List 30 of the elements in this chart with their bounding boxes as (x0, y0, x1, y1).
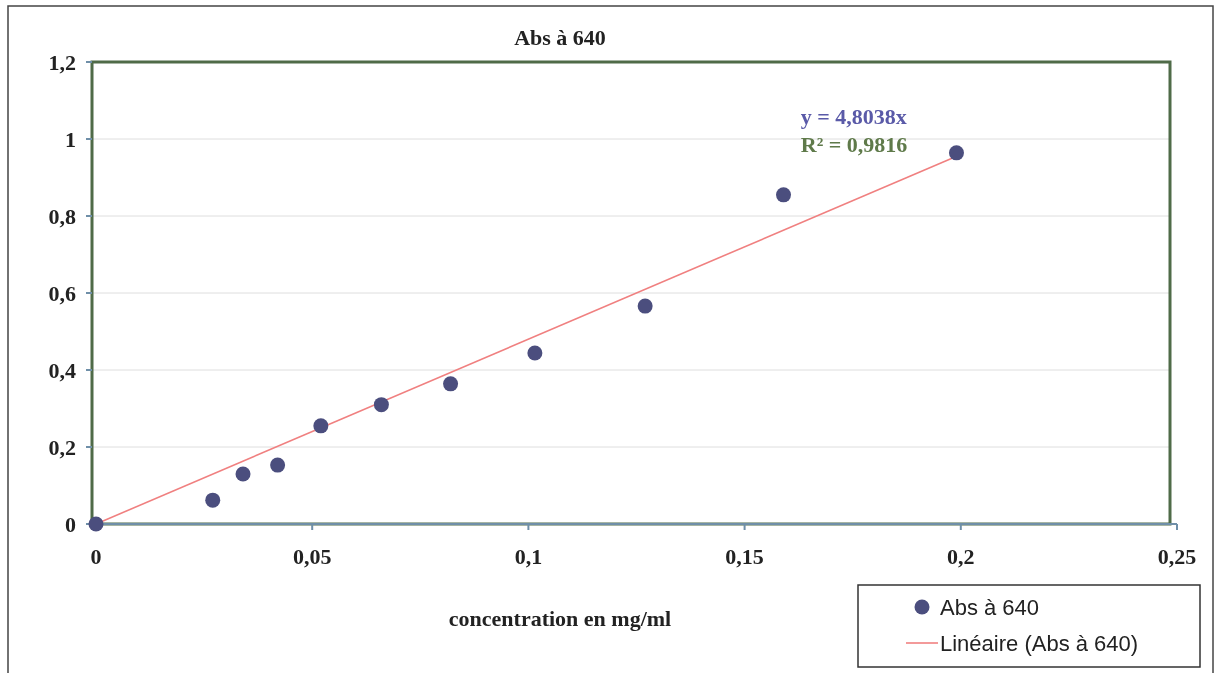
annotation: y = 4,8038x (800, 104, 907, 130)
x-axis-title: concentration en mg/ml (448, 606, 672, 631)
y-tick-label: 1,2 (48, 50, 76, 75)
point (235, 466, 251, 482)
x-tick-label: 0,2 (947, 544, 975, 569)
x-tick-label: 0 (90, 544, 102, 569)
y-tick-label: 1 (65, 127, 76, 152)
x-tick-label: 0,15 (725, 544, 764, 569)
y-tick-label: 0,2 (48, 435, 76, 460)
x-tick-label: 0,05 (292, 544, 332, 569)
chart-title: Abs à 640 (514, 25, 606, 50)
point (205, 492, 221, 508)
x-tick-label: 0,1 (514, 544, 543, 569)
point (443, 376, 459, 392)
point (88, 516, 104, 532)
y-tick-label: 0,8 (48, 204, 76, 229)
point (270, 457, 286, 473)
point (637, 298, 653, 314)
point (373, 397, 389, 413)
point (527, 345, 543, 361)
legend-label: Linéaire (Abs à 640) (940, 631, 1139, 656)
legend-label: Abs à 640 (940, 595, 1040, 620)
annotation: R² = 0,9816 (800, 132, 908, 158)
y-tick-label: 0,6 (48, 281, 76, 306)
point (313, 418, 329, 434)
x-tick-label: 0,25 (1157, 544, 1197, 569)
y-tick-label: 0 (65, 512, 76, 537)
y-tick-label: 0,4 (48, 358, 76, 383)
point (776, 187, 792, 203)
point (948, 145, 964, 161)
